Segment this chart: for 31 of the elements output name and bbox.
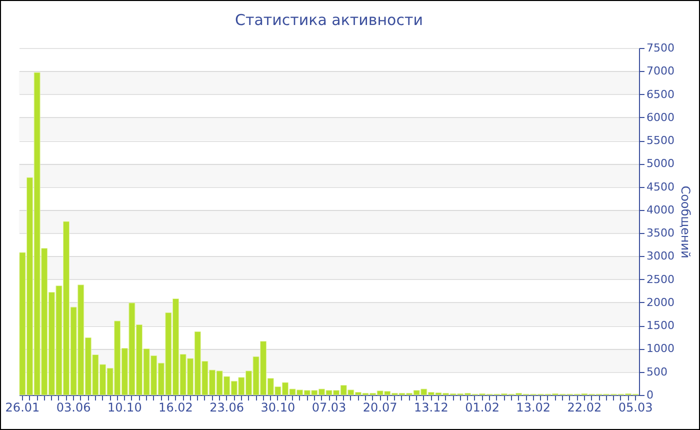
y-tick-label: 6000 — [646, 110, 674, 124]
x-tick-label: 13.02 — [516, 400, 551, 414]
x-tick-label: 22.02 — [567, 400, 602, 414]
y-tick-label: 500 — [646, 365, 668, 378]
x-tick-label: 20.07 — [362, 400, 398, 414]
y-tick-label: 5000 — [646, 157, 674, 170]
x-tick-label: 10.10 — [107, 400, 142, 414]
x-tick-label: 30.10 — [260, 400, 296, 414]
x-tick-label: 13.12 — [414, 400, 448, 414]
x-tick-label: 01.02 — [465, 400, 500, 414]
y-tick-label: 1500 — [646, 319, 674, 332]
y-tick-label: 4500 — [646, 180, 674, 194]
y-tick-label: 2500 — [646, 272, 674, 286]
y-axis-title: Сообщений — [678, 186, 692, 258]
y-tick-label: 0 — [646, 388, 654, 402]
y-tick-label: 7500 — [646, 42, 674, 54]
x-tick-label: 05.03 — [618, 400, 653, 414]
y-tick-label: 5500 — [646, 134, 674, 148]
y-tick-label: 3500 — [646, 226, 674, 240]
y-tick-label: 6500 — [646, 88, 674, 101]
x-tick-label: 07.03 — [312, 400, 346, 414]
y-tick-label: 3000 — [646, 250, 674, 263]
y-tick-label: 1000 — [646, 342, 674, 356]
y-tick-label: 2000 — [646, 296, 674, 309]
y-tick-label: 7000 — [646, 64, 674, 78]
chart-title: Статистика активности — [235, 11, 423, 29]
x-tick-label: 26.01 — [5, 400, 40, 414]
x-tick-label: 23.06 — [210, 400, 244, 414]
x-tick-label: 16.02 — [158, 400, 193, 414]
x-tick-label: 03.06 — [56, 400, 91, 414]
y-tick-label: 4000 — [646, 203, 674, 216]
